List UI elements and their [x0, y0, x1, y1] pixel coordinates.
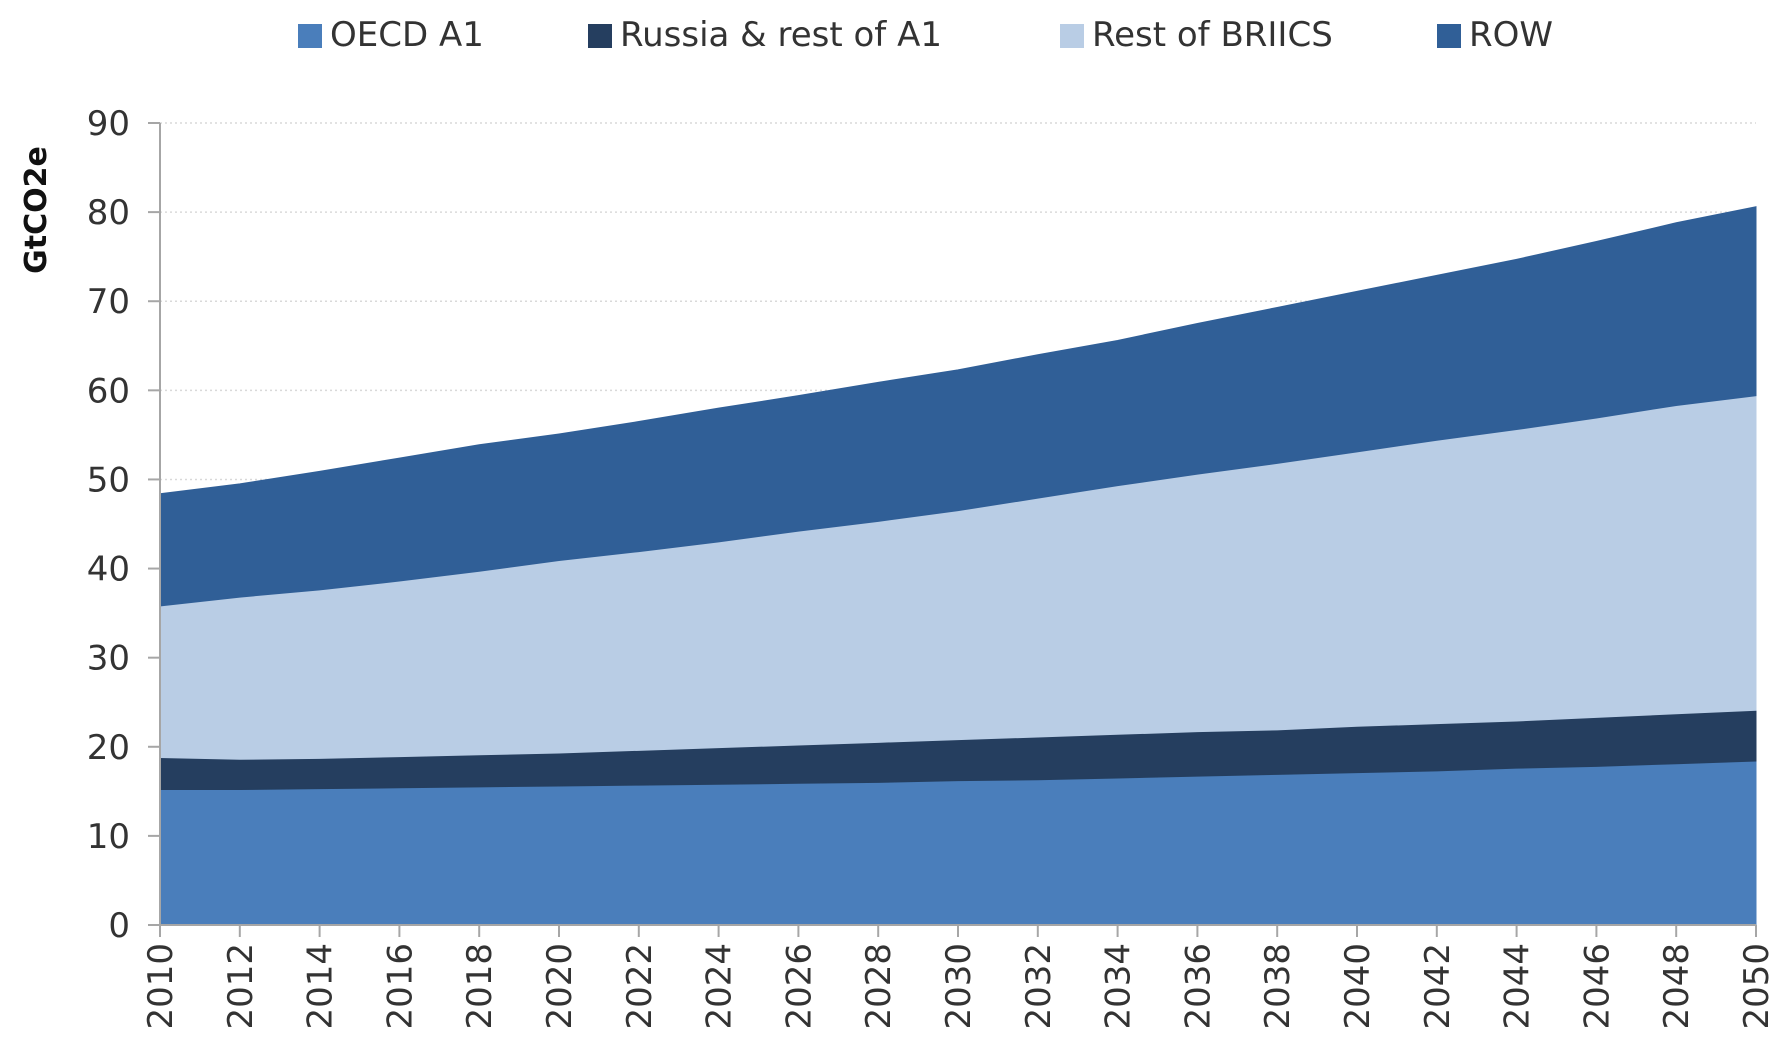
y-tick-label: 0: [108, 906, 130, 946]
x-tick-label: 2026: [779, 943, 819, 1030]
y-axis-label: GtCO2e: [19, 146, 54, 274]
y-tick-label: 50: [87, 460, 130, 500]
y-tick-label: 10: [87, 817, 130, 857]
x-tick-label: 2012: [221, 943, 261, 1030]
legend-label-oecd-a1: OECD A1: [330, 15, 484, 55]
area-series: [159, 206, 1757, 926]
legend-swatch-russia-rest-of-a1: [588, 24, 612, 48]
x-tick-label: 2036: [1178, 943, 1218, 1030]
x-tick-label: 2014: [301, 943, 341, 1030]
x-tick-label: 2030: [939, 943, 979, 1030]
y-tick-label: 30: [87, 639, 130, 679]
area-row: [159, 206, 1757, 607]
legend-label-rest-of-briics: Rest of BRIICS: [1092, 15, 1333, 55]
legend-label-russia-rest-of-a1: Russia & rest of A1: [620, 15, 942, 55]
x-tick-label: 2010: [141, 943, 181, 1030]
legend-swatch-rest-of-briics: [1060, 24, 1084, 48]
x-tick-label: 2018: [460, 943, 500, 1030]
x-tick-label: 2040: [1338, 943, 1378, 1030]
x-tick-label: 2020: [540, 943, 580, 1030]
x-axis-ticks: 2010 2012 2014 2016 2018 2020 2022 2024 2026 2028…: [141, 925, 1777, 1030]
x-tick-label: 2046: [1577, 943, 1617, 1030]
x-tick-label: 2032: [1019, 943, 1059, 1030]
y-tick-label: 70: [87, 282, 130, 322]
legend: OECD A1 Russia & rest of A1 Rest of BRIICS…: [298, 15, 1553, 55]
x-tick-label: 2038: [1258, 943, 1298, 1030]
y-tick-label: 90: [87, 104, 130, 144]
x-tick-label: 2044: [1498, 943, 1538, 1030]
y-tick-label: 40: [87, 550, 130, 590]
x-tick-label: 2048: [1657, 943, 1697, 1030]
x-tick-label: 2016: [380, 943, 420, 1030]
legend-swatch-row: [1437, 24, 1461, 48]
x-tick-label: 2042: [1418, 943, 1458, 1030]
legend-label-row: ROW: [1469, 15, 1553, 55]
x-tick-label: 2028: [859, 943, 899, 1030]
legend-swatch-oecd-a1: [298, 24, 322, 48]
y-tick-label: 60: [87, 371, 130, 411]
y-tick-label: 20: [87, 728, 130, 768]
y-axis-ticks: 0 10 20 30 40 50 60 70 80 90: [87, 104, 160, 946]
y-tick-label: 80: [87, 193, 130, 233]
x-tick-label: 2022: [620, 943, 660, 1030]
x-tick-label: 2024: [700, 943, 740, 1030]
x-tick-label: 2050: [1737, 943, 1777, 1030]
x-tick-label: 2034: [1099, 943, 1139, 1030]
